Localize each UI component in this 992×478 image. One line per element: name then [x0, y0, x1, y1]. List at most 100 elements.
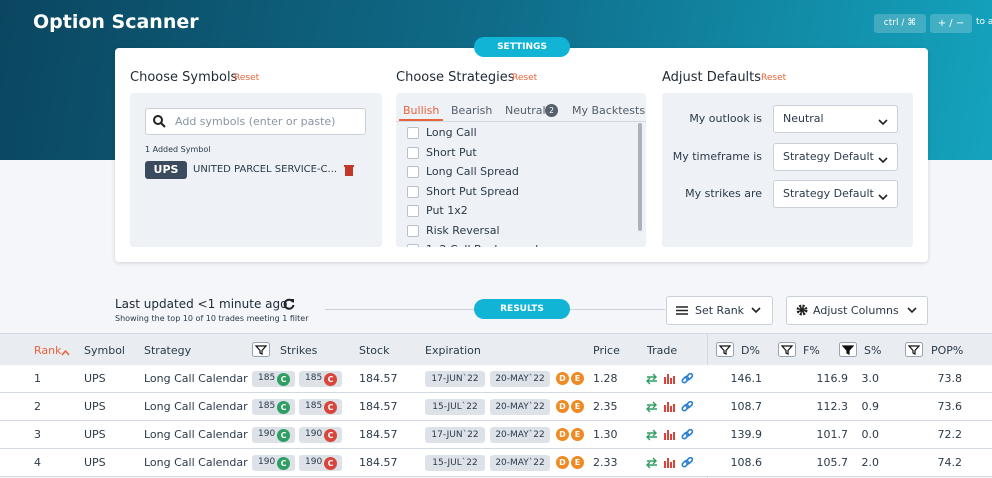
strategy-option: Long Call [426, 126, 477, 139]
checkbox[interactable] [407, 127, 419, 139]
strike: 190 [305, 429, 323, 439]
column-header[interactable]: S% [864, 344, 882, 357]
sort-caret [61, 346, 70, 359]
tab-line [396, 121, 646, 122]
delete-icon[interactable] [344, 164, 354, 176]
expiration-badge: D [556, 372, 569, 385]
strategy-tab[interactable]: Neutral [505, 104, 546, 117]
option-type: C [324, 373, 337, 386]
column-header[interactable]: Strikes [280, 344, 318, 357]
option-type: C [324, 429, 337, 442]
strategy-option: Short Put [426, 145, 477, 159]
d-value: 146.1 [730, 372, 763, 385]
strike: 185 [305, 373, 323, 383]
strategy-tab[interactable]: Bullish [403, 104, 440, 117]
trade-icons-svg [646, 428, 694, 441]
select[interactable]: Neutral [773, 105, 898, 133]
strike: 190 [258, 457, 276, 467]
results-summary: Showing the top 10 of 10 trades meeting … [115, 314, 309, 323]
reset-link[interactable]: Reset [234, 73, 260, 83]
reset-link[interactable]: Reset [512, 73, 538, 83]
button-label: Adjust Columns [813, 304, 899, 317]
chevron [878, 116, 888, 129]
strategies-panel: Bullish Bearish Neutral 2 My Backtests Long C… [396, 93, 646, 247]
chevron-svg [878, 156, 888, 163]
chevron [878, 191, 888, 204]
checkbox[interactable] [407, 146, 419, 159]
strike: 185 [258, 401, 276, 411]
checkbox[interactable] [407, 185, 419, 198]
rank: 4 [34, 456, 41, 469]
column-header[interactable]: Stock [359, 344, 390, 357]
option-type: C [277, 457, 290, 470]
refresh-icon[interactable] [283, 298, 295, 310]
chevron-svg [878, 194, 888, 201]
adjust-columns-button[interactable]: Adjust Columns [786, 296, 928, 325]
field-label: My outlook is [689, 112, 762, 125]
field-label: My timeframe is [672, 149, 762, 163]
column-header[interactable]: Expiration [425, 344, 481, 357]
column-header[interactable]: D% [741, 344, 760, 357]
symbol-input[interactable] [145, 108, 366, 135]
f-value: 116.9 [816, 372, 849, 385]
strategy-tab[interactable]: My Backtests [572, 104, 646, 117]
symbol-count: 1 Added Symbol [145, 145, 211, 154]
app-title: Option Scanner [33, 11, 199, 33]
rank: 1 [34, 372, 41, 385]
symbol: UPS [84, 400, 106, 413]
settings-toggle[interactable]: SETTINGS [474, 37, 570, 57]
trade-icons [646, 400, 696, 416]
option-type: C [277, 373, 290, 386]
strategy-option: Put 1x2 [426, 204, 468, 217]
expiration: 17-JUN`22 [425, 427, 485, 443]
column-header[interactable]: Rank [34, 344, 62, 357]
d-value: 139.9 [730, 428, 763, 441]
trade-icons-svg [646, 372, 694, 385]
s-value: 0.9 [861, 400, 880, 413]
column-header[interactable]: Strategy [144, 344, 192, 357]
results-label: RESULTS [474, 299, 570, 319]
reset-link[interactable]: Reset [761, 73, 787, 83]
chevron-svg [878, 119, 888, 126]
chevron [751, 307, 761, 314]
filter-icon-svg [252, 342, 270, 357]
option-type: C [324, 457, 337, 470]
expiration: 17-JUN`22 [425, 371, 485, 387]
scrollbar [638, 123, 642, 231]
defaults-panel: My outlook is Neutral My timeframe is Strat… [662, 93, 913, 247]
select[interactable]: Strategy Default [773, 180, 898, 208]
trade-icons [646, 372, 696, 388]
expiration-badge: E [571, 372, 584, 385]
checkbox[interactable] [407, 205, 419, 217]
option-type: C [277, 429, 290, 442]
select[interactable]: Strategy Default [773, 142, 898, 171]
strategy-option: Risk Reversal [426, 223, 500, 237]
price: 2.33 [593, 456, 618, 469]
filter-icon [905, 342, 923, 360]
filter-icon [839, 342, 857, 360]
column-header[interactable]: POP% [931, 344, 964, 357]
pop-value: 72.2 [937, 428, 963, 441]
checkbox[interactable] [407, 244, 419, 247]
symbol: UPS [84, 428, 106, 441]
checkbox[interactable] [407, 224, 419, 237]
price: 1.28 [593, 372, 618, 385]
sliders-icon [676, 306, 688, 315]
column-header[interactable]: Symbol [84, 344, 125, 357]
expiration-badge: E [571, 400, 584, 413]
strike: 190 [305, 457, 323, 467]
strategy-option: Long Call Spread [426, 165, 519, 178]
filter-icon-svg [778, 342, 796, 357]
f-value: 105.7 [816, 456, 849, 469]
trade-icons-svg [646, 400, 694, 413]
strategy-tab[interactable]: Bearish [451, 104, 493, 117]
checkbox[interactable] [407, 166, 419, 178]
symbol: UPS [84, 372, 106, 385]
column-header[interactable]: F% [803, 344, 820, 357]
expiration: 15-JUL`22 [425, 399, 485, 415]
field-label: My strikes are [685, 187, 762, 200]
column-header[interactable]: Price [593, 344, 620, 357]
column-header[interactable]: Trade [647, 344, 678, 357]
filter-icon-svg [716, 342, 734, 357]
